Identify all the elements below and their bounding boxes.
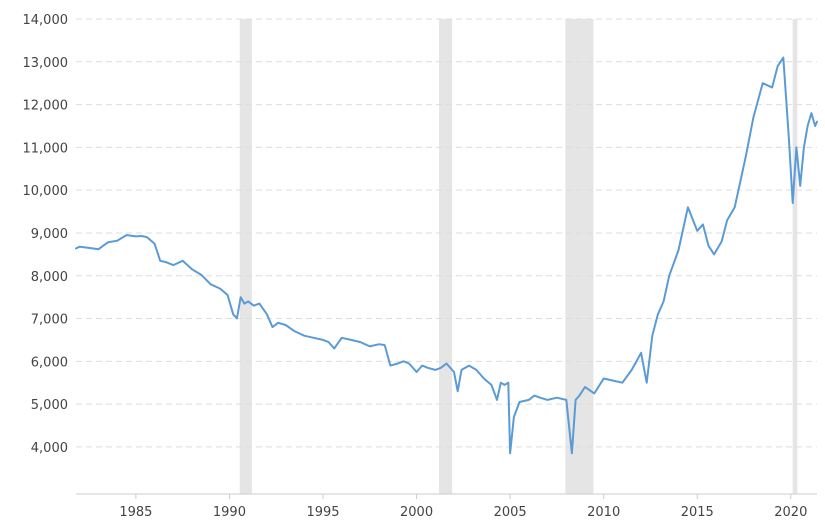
x-axis-tick-labels: 1985 1990 1995 2000 2005 2010 2015 2020: [119, 494, 807, 520]
y-tick-label-3: 7,000: [31, 313, 68, 328]
y-tick-label-6: 10,000: [23, 184, 69, 199]
y-tick-label-2: 6,000: [31, 355, 68, 370]
recession-band-1: [439, 19, 453, 494]
data-series: [75, 56, 818, 455]
x-tick-label-5: 2010: [587, 505, 620, 520]
series-line-0: [75, 56, 818, 455]
x-tick-label-2: 1995: [306, 505, 339, 520]
y-tick-label-10: 14,000: [23, 13, 69, 28]
recession-bands: [239, 19, 798, 494]
y-tick-label-0: 4,000: [31, 441, 68, 456]
x-tick-label-4: 2005: [494, 505, 527, 520]
x-tick-label-3: 2000: [400, 505, 433, 520]
y-tick-label-1: 5,000: [31, 398, 68, 413]
x-tick-label-1: 1990: [213, 505, 246, 520]
x-tick-label-0: 1985: [119, 505, 152, 520]
y-tick-label-9: 13,000: [23, 56, 69, 71]
y-tick-label-8: 12,000: [23, 99, 69, 114]
x-tick-label-7: 2020: [774, 505, 807, 520]
y-tick-label-7: 11,000: [23, 141, 69, 156]
recession-band-3: [792, 19, 798, 494]
gridlines: [76, 18, 817, 448]
x-tick-label-6: 2015: [681, 505, 714, 520]
y-tick-label-4: 8,000: [31, 270, 68, 285]
recession-band-2: [565, 19, 594, 494]
y-tick-label-5: 9,000: [31, 227, 68, 242]
recession-band-0: [239, 19, 252, 494]
y-axis-tick-labels: 4,000 5,000 6,000 7,000 8,000 9,000 10,000 11,0…: [23, 13, 69, 456]
